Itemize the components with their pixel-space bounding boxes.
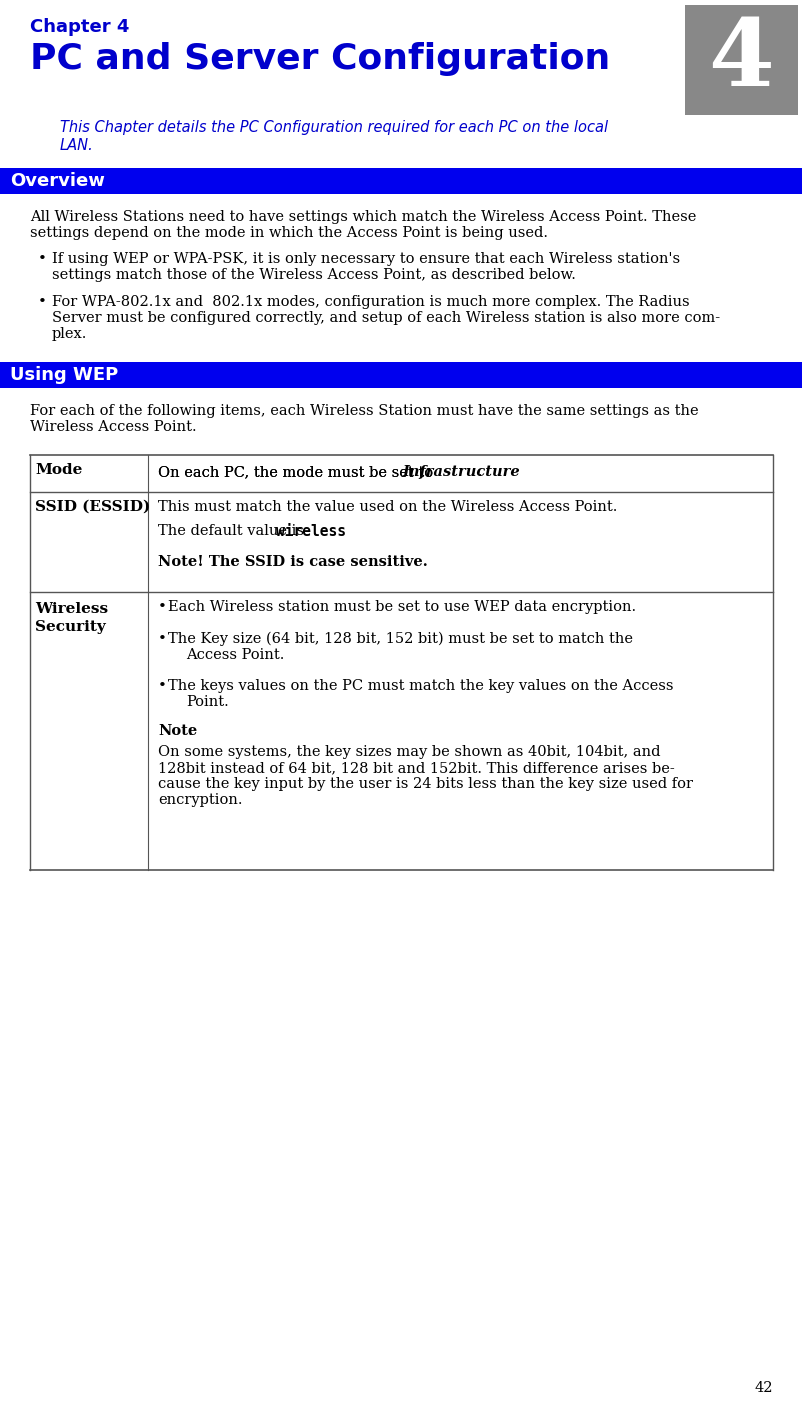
Text: •: •: [158, 600, 167, 614]
Text: 4: 4: [707, 16, 773, 104]
Text: The default value is: The default value is: [158, 524, 308, 538]
Text: •: •: [158, 679, 167, 693]
Text: Access Point.: Access Point.: [186, 648, 284, 662]
Text: wireless: wireless: [276, 524, 346, 539]
Text: •: •: [158, 633, 167, 647]
Text: Overview: Overview: [10, 172, 105, 191]
Text: Using WEP: Using WEP: [10, 366, 118, 384]
Text: PC and Server Configuration: PC and Server Configuration: [30, 42, 610, 76]
Text: Security: Security: [35, 620, 106, 634]
Text: Note: Note: [158, 724, 197, 738]
Text: cause the key input by the user is 24 bits less than the key size used for: cause the key input by the user is 24 bi…: [158, 777, 692, 791]
Text: On some systems, the key sizes may be shown as 40bit, 104bit, and: On some systems, the key sizes may be sh…: [158, 746, 660, 760]
Text: •: •: [38, 295, 47, 309]
Text: This must match the value used on the Wireless Access Point.: This must match the value used on the Wi…: [158, 500, 617, 514]
Bar: [0, 361, 802, 388]
Text: If using WEP or WPA-PSK, it is only necessary to ensure that each Wireless stati: If using WEP or WPA-PSK, it is only nece…: [52, 251, 679, 265]
Text: All Wireless Stations need to have settings which match the Wireless Access Poin: All Wireless Stations need to have setti…: [30, 210, 695, 225]
Text: Wireless Access Point.: Wireless Access Point.: [30, 419, 196, 433]
Text: For each of the following items, each Wireless Station must have the same settin: For each of the following items, each Wi…: [30, 404, 698, 418]
Text: 128bit instead of 64 bit, 128 bit and 152bit. This difference arises be-: 128bit instead of 64 bit, 128 bit and 15…: [158, 761, 674, 775]
Text: Chapter 4: Chapter 4: [30, 18, 129, 35]
Text: settings match those of the Wireless Access Point, as described below.: settings match those of the Wireless Acc…: [52, 268, 575, 282]
Text: On each PC, the mode must be set to: On each PC, the mode must be set to: [158, 465, 437, 479]
Text: Server must be configured correctly, and setup of each Wireless station is also : Server must be configured correctly, and…: [52, 311, 719, 325]
Text: SSID (ESSID): SSID (ESSID): [35, 500, 150, 514]
Bar: [0, 168, 802, 193]
Text: encryption.: encryption.: [158, 794, 242, 808]
Text: For WPA-802.1x and  802.1x modes, configuration is much more complex. The Radius: For WPA-802.1x and 802.1x modes, configu…: [52, 295, 689, 309]
Text: LAN.: LAN.: [60, 138, 94, 152]
Text: The Key size (64 bit, 128 bit, 152 bit) must be set to match the: The Key size (64 bit, 128 bit, 152 bit) …: [168, 633, 632, 647]
Text: Mode: Mode: [35, 463, 83, 477]
Text: Each Wireless station must be set to use WEP data encryption.: Each Wireless station must be set to use…: [168, 600, 635, 614]
Text: 42: 42: [754, 1381, 772, 1395]
Text: This Chapter details the PC Configuration required for each PC on the local: This Chapter details the PC Configuratio…: [60, 120, 607, 136]
Bar: [684, 6, 797, 114]
Text: .: .: [477, 465, 482, 479]
Text: :: :: [188, 724, 192, 738]
Text: •: •: [38, 251, 47, 265]
Text: Infrastructure: Infrastructure: [402, 465, 519, 479]
Text: The keys values on the PC must match the key values on the Access: The keys values on the PC must match the…: [168, 679, 673, 693]
Text: On each PC, the mode must be set to: On each PC, the mode must be set to: [158, 465, 437, 479]
Text: plex.: plex.: [52, 328, 87, 342]
Text: Point.: Point.: [186, 695, 229, 709]
Text: settings depend on the mode in which the Access Point is being used.: settings depend on the mode in which the…: [30, 226, 547, 240]
Text: Wireless: Wireless: [35, 602, 108, 616]
Text: Note! The SSID is case sensitive.: Note! The SSID is case sensitive.: [158, 555, 427, 569]
